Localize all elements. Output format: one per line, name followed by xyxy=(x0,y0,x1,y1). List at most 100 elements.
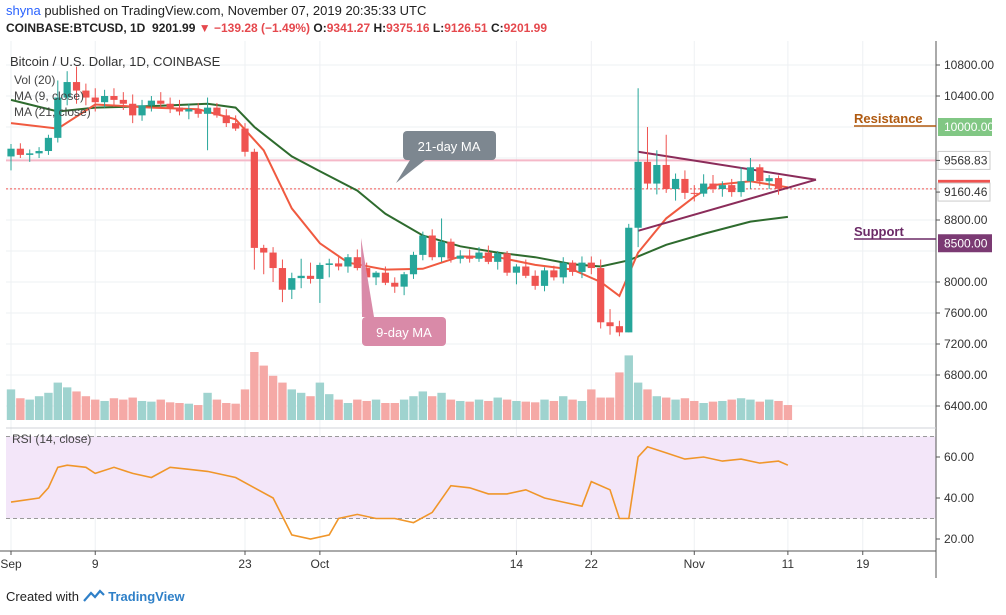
candle xyxy=(91,88,99,112)
volume-bar xyxy=(493,397,502,420)
volume-bar xyxy=(137,400,147,420)
volume-bar xyxy=(128,397,137,420)
volume-bar xyxy=(147,401,156,420)
candle xyxy=(110,88,118,107)
volume-bar xyxy=(325,394,334,420)
candle xyxy=(709,175,717,193)
candle-body xyxy=(278,268,287,290)
candle-body xyxy=(316,264,324,279)
rsi-pane xyxy=(6,436,936,540)
candle-body xyxy=(185,109,193,112)
volume-bar xyxy=(652,396,662,420)
candle-body xyxy=(157,100,165,104)
legend-title: Bitcoin / U.S. Dollar, 1D, COINBASE xyxy=(10,54,221,69)
price-tick-label: 7600.00 xyxy=(944,306,988,320)
time-tick-label: Nov xyxy=(684,557,705,571)
volume-bar xyxy=(708,401,718,420)
price-tick-label: 10400.00 xyxy=(944,89,994,103)
volume-bar xyxy=(72,391,81,420)
candle xyxy=(381,266,389,286)
candle xyxy=(671,173,680,201)
candle-body xyxy=(503,253,511,273)
volume-bar xyxy=(109,398,119,420)
volume-bar xyxy=(671,399,680,420)
resistance-badge xyxy=(938,118,992,136)
candle-body xyxy=(119,99,127,104)
volume-bar xyxy=(746,399,755,420)
price-tick-label: 6800.00 xyxy=(944,368,988,382)
volume-bar xyxy=(428,396,437,420)
candle-body xyxy=(381,272,389,283)
volume-bar xyxy=(25,399,34,420)
volume-bar xyxy=(690,400,699,420)
candle-body xyxy=(213,107,221,116)
volume-bar xyxy=(175,403,184,420)
volume-bar xyxy=(484,400,493,420)
candle-body xyxy=(737,181,745,193)
candle-body xyxy=(765,178,773,182)
candle xyxy=(756,164,764,186)
publisher-user[interactable]: shyna xyxy=(6,3,41,18)
footer-brand[interactable]: TradingView xyxy=(108,589,185,604)
axes: 10800.0010400.009568.839201.999160.46880… xyxy=(0,41,994,578)
time-tick-label: 19 xyxy=(856,557,870,571)
volume-bar xyxy=(568,399,577,420)
candle-body xyxy=(606,322,614,327)
candle-body xyxy=(344,257,352,267)
volume-bar xyxy=(624,355,633,420)
candle xyxy=(419,231,427,261)
publish-info: shyna published on TradingView.com, Nove… xyxy=(6,3,426,18)
footer-prefix: Created with xyxy=(6,589,79,604)
candle xyxy=(203,97,212,151)
candle-body xyxy=(203,107,212,114)
resistance-label: Resistance xyxy=(854,111,923,126)
candle xyxy=(157,92,165,108)
volume-bar xyxy=(306,396,315,420)
candle xyxy=(653,150,661,195)
candle-body xyxy=(437,241,446,258)
candle-body xyxy=(335,263,343,267)
candle xyxy=(606,309,614,335)
indicator-lines xyxy=(6,98,936,298)
candle xyxy=(278,259,287,303)
price-change: −139.28 (−1.49%) xyxy=(213,21,311,35)
candle-body xyxy=(44,137,53,152)
candle xyxy=(35,147,43,158)
triangle-upper-line xyxy=(637,150,817,181)
volume-bar xyxy=(727,399,736,420)
volume-bar xyxy=(512,400,521,420)
candle-body xyxy=(774,178,783,189)
candle-body xyxy=(72,82,81,91)
candle-body xyxy=(82,90,90,98)
candle-body xyxy=(475,252,483,259)
volume-bar xyxy=(718,400,727,420)
candle-body xyxy=(690,192,698,194)
candle-body xyxy=(409,254,418,275)
high-value: 9375.16 xyxy=(386,21,430,35)
ohlc-summary: COINBASE:BTCUSD, 1D 9201.99 ▼ −139.28 (−… xyxy=(6,21,547,35)
candle xyxy=(475,247,483,262)
volume-bar xyxy=(399,399,409,420)
candle xyxy=(494,251,502,270)
candle-body xyxy=(428,235,436,258)
volume-bar xyxy=(783,405,793,420)
candle xyxy=(166,97,174,114)
legend-ma9: MA (9, close) xyxy=(14,89,84,103)
candle-body xyxy=(129,103,137,116)
candle xyxy=(269,247,277,282)
price-tick-label: 10800.00 xyxy=(944,58,994,72)
candle xyxy=(447,238,455,263)
candle-body xyxy=(746,167,755,182)
candle xyxy=(578,256,586,279)
candle xyxy=(690,185,698,202)
close-label: C: xyxy=(490,21,504,35)
volume-bar xyxy=(250,352,259,420)
legend-vol: Vol (20) xyxy=(14,73,55,87)
price-chart[interactable]: 10800.0010400.009568.839201.999160.46880… xyxy=(0,38,1006,588)
candle-body xyxy=(447,241,455,259)
candle-body xyxy=(372,272,380,278)
volume-bar xyxy=(699,403,708,420)
tradingview-logo-icon xyxy=(82,589,105,602)
candle xyxy=(260,244,268,275)
candle xyxy=(531,270,539,290)
